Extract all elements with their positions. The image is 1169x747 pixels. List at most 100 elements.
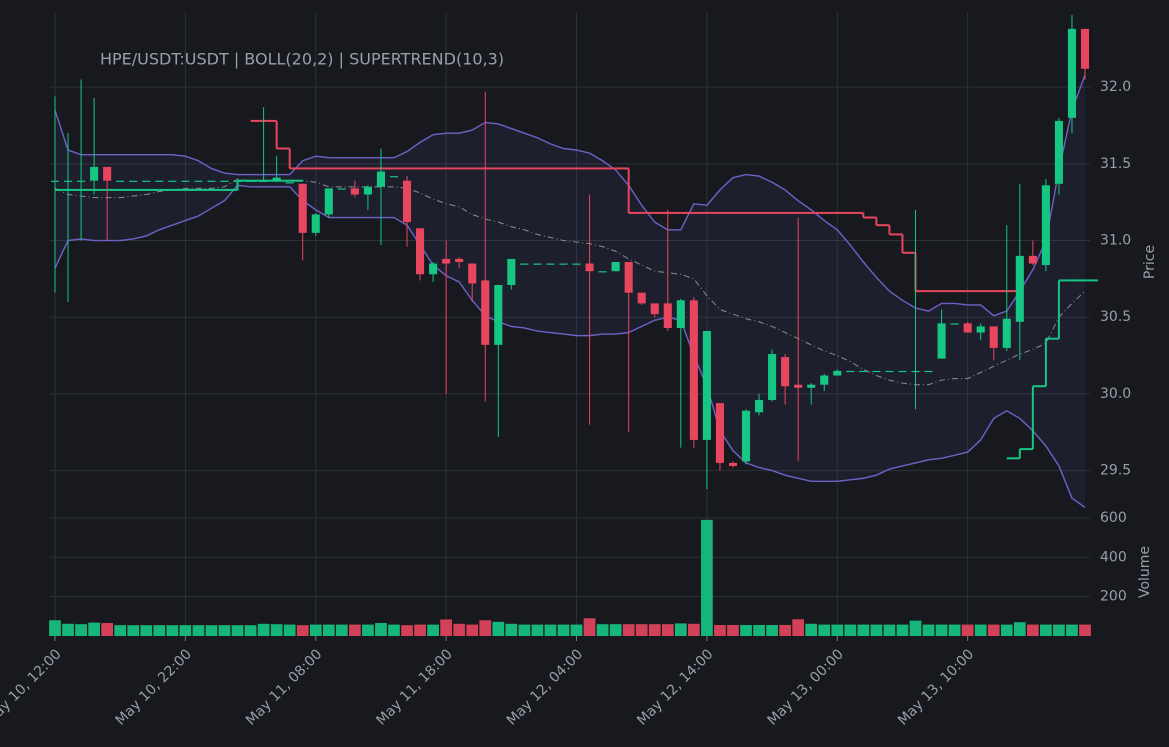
volume-bar bbox=[362, 624, 374, 636]
candle-body bbox=[402, 180, 412, 223]
candle-body bbox=[820, 375, 829, 385]
mark-layer bbox=[49, 15, 1099, 636]
volume-bar bbox=[961, 624, 974, 636]
volume-bar bbox=[296, 625, 309, 636]
candle-body bbox=[546, 263, 555, 265]
volume-bar bbox=[883, 624, 896, 636]
volume-bar bbox=[335, 624, 348, 636]
candle-body bbox=[455, 258, 464, 262]
candle-body bbox=[650, 303, 659, 315]
y-tick-label: 31.0 bbox=[1100, 233, 1131, 249]
candle-body bbox=[950, 323, 959, 325]
volume-bar bbox=[192, 625, 205, 636]
candle-body bbox=[1054, 120, 1063, 184]
volume-bar bbox=[648, 624, 661, 636]
volume-bar bbox=[453, 623, 466, 636]
volume-bar bbox=[1040, 624, 1052, 636]
bollinger-band bbox=[54, 74, 1086, 317]
volume-bar bbox=[505, 623, 518, 636]
volume-bar bbox=[466, 624, 479, 636]
volume-bar bbox=[1053, 624, 1065, 636]
candle-body bbox=[937, 323, 946, 359]
candle-body bbox=[168, 180, 177, 182]
candle-body bbox=[298, 183, 307, 233]
volume-bar bbox=[401, 625, 413, 636]
volume-bar bbox=[1026, 624, 1039, 636]
candle-body bbox=[507, 258, 516, 286]
candle-body bbox=[911, 370, 920, 373]
candle-body bbox=[181, 180, 190, 182]
volume-bar bbox=[544, 624, 557, 636]
volume-bar bbox=[1013, 622, 1026, 636]
volume-bar bbox=[635, 624, 648, 636]
volume-bar bbox=[531, 624, 544, 636]
candle-body bbox=[807, 384, 816, 388]
candle-body bbox=[1080, 28, 1090, 69]
volume-bar bbox=[818, 624, 831, 636]
candle-body bbox=[285, 182, 294, 184]
candle-body bbox=[116, 180, 125, 182]
volume-bar bbox=[349, 624, 361, 636]
candle-body bbox=[585, 263, 594, 272]
candle-body bbox=[337, 188, 346, 190]
volume-bar bbox=[479, 620, 492, 636]
candle-body bbox=[728, 462, 738, 466]
volume-bar bbox=[987, 624, 1000, 636]
candle-body bbox=[272, 177, 281, 181]
chart-title: HPE/USDT:USDT | BOLL(20,2) | SUPERTREND(… bbox=[100, 50, 504, 69]
volume-bar bbox=[687, 623, 700, 636]
candle-body bbox=[90, 166, 99, 181]
candle-body bbox=[846, 370, 855, 373]
volume-bar bbox=[622, 624, 635, 636]
y-tick-label: 30.0 bbox=[1100, 386, 1131, 402]
candle-body bbox=[676, 300, 685, 328]
volume-bar bbox=[270, 624, 283, 636]
candle-body bbox=[376, 171, 385, 187]
y-tick-label: 400 bbox=[1100, 549, 1127, 565]
volume-bar bbox=[166, 625, 179, 636]
volume-bar bbox=[909, 620, 922, 636]
volume-bar bbox=[114, 625, 127, 636]
volume-bar bbox=[101, 623, 114, 636]
volume-bar bbox=[661, 624, 674, 636]
candle-body bbox=[50, 180, 60, 182]
volume-bar bbox=[388, 624, 400, 636]
candle-body bbox=[781, 357, 790, 387]
y-axis-label: Price bbox=[1142, 245, 1158, 279]
candle-body bbox=[885, 370, 894, 373]
candle-body bbox=[63, 180, 73, 182]
volume-bar bbox=[179, 625, 192, 636]
volume-bar bbox=[948, 624, 961, 636]
candle-body bbox=[442, 258, 451, 264]
volume-bar bbox=[570, 624, 583, 636]
volume-bar bbox=[609, 624, 622, 636]
volume-bar bbox=[740, 624, 752, 636]
candle-body bbox=[520, 263, 529, 265]
volume-bar bbox=[753, 624, 765, 636]
candle-body bbox=[324, 188, 333, 215]
volume-bar bbox=[896, 624, 909, 636]
y-tick-label: 29.5 bbox=[1100, 463, 1131, 479]
candle-body bbox=[350, 188, 359, 195]
volume-bar bbox=[414, 624, 426, 636]
volume-bar bbox=[309, 624, 322, 636]
band-fill bbox=[55, 74, 1085, 508]
candle-body bbox=[207, 180, 216, 182]
candle-body bbox=[494, 285, 503, 345]
candle-body bbox=[976, 326, 985, 333]
volume-bar bbox=[1079, 624, 1091, 636]
candle-body bbox=[924, 370, 933, 373]
candle-body bbox=[481, 280, 490, 345]
volume-bar bbox=[127, 625, 140, 636]
volume-bar bbox=[1000, 624, 1013, 636]
volume-bar bbox=[440, 619, 453, 636]
volume-bar bbox=[831, 624, 844, 636]
candle-body bbox=[715, 403, 724, 463]
candle-body bbox=[429, 263, 438, 275]
volume-bar bbox=[62, 623, 74, 636]
candle-body bbox=[533, 263, 542, 265]
volume-bar bbox=[844, 624, 857, 636]
candle-body bbox=[194, 180, 203, 182]
volume-bar bbox=[140, 625, 153, 636]
